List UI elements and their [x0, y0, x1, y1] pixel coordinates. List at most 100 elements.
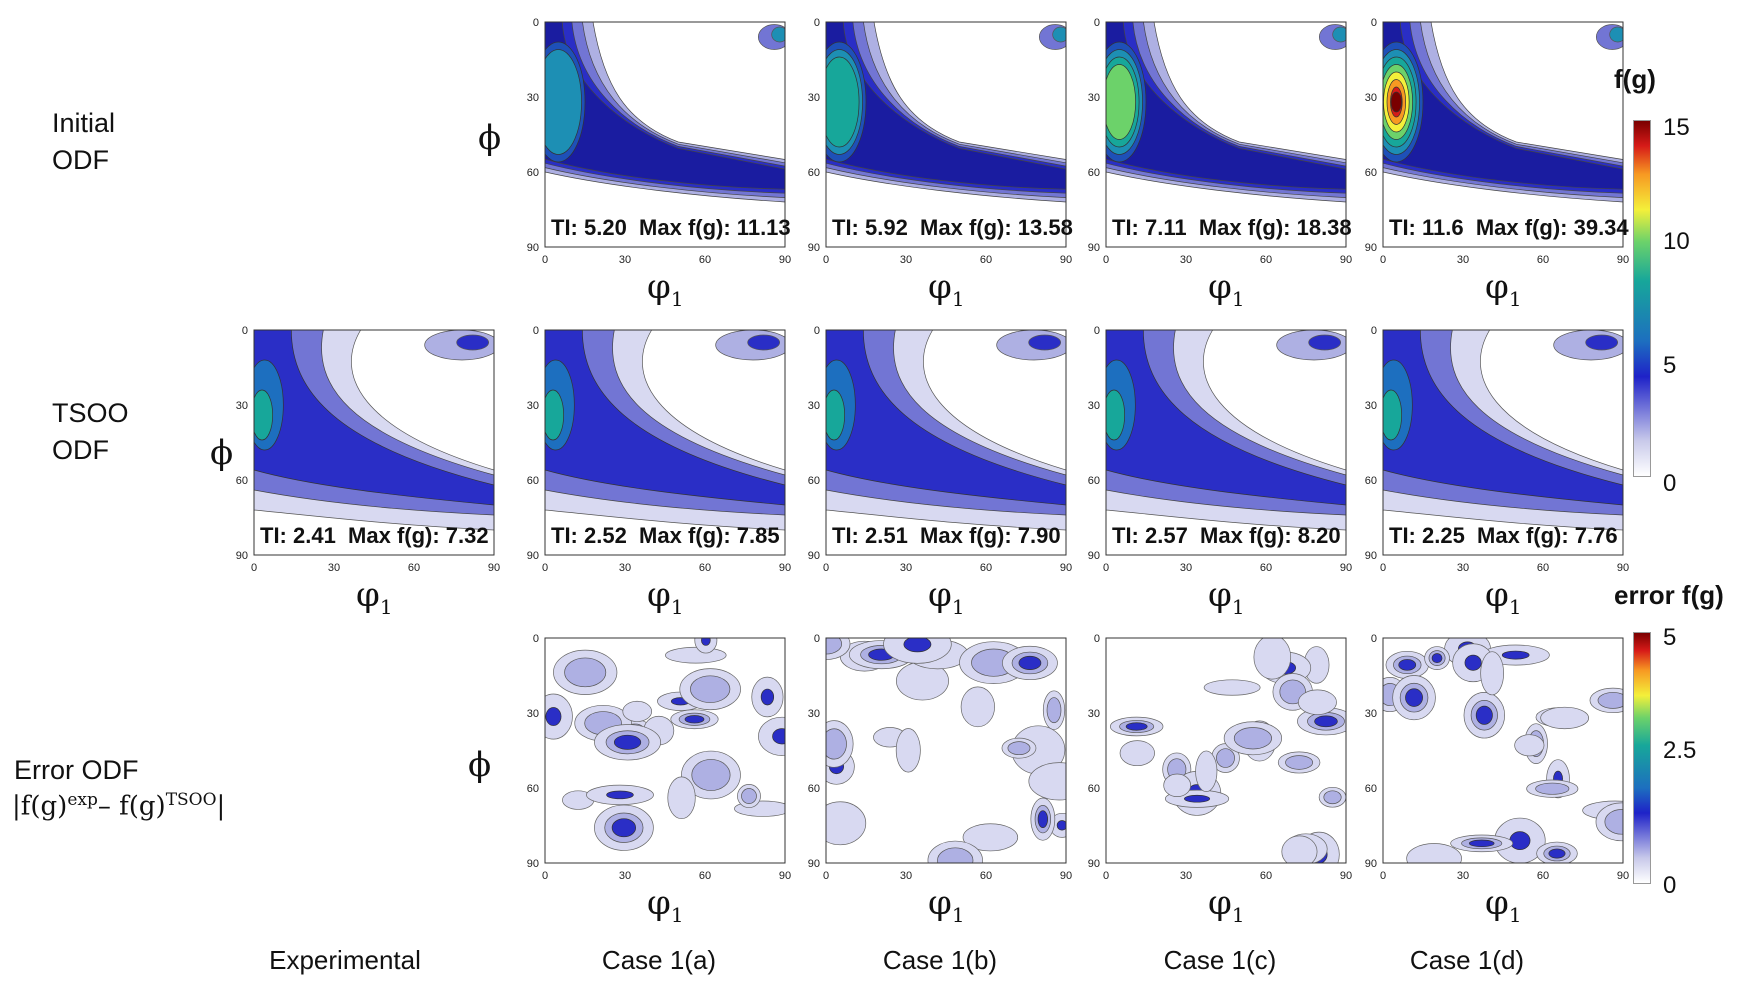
ti-label: TI: 2.51 [832, 523, 908, 548]
y-tick-label: 0 [814, 633, 820, 645]
contour-region [564, 657, 607, 688]
max-fg-label: Max f(g): 11.13 [639, 215, 791, 240]
x-tick-label: 30 [619, 870, 631, 882]
odf-panel: 0 0 30 30 60 60 90 90 TI: 5.92 Max f(g): 13.58 φ1 [808, 17, 1073, 311]
row-label-initial-title: Initial [52, 108, 116, 138]
max-fg-label: Max f(g): 13.58 [920, 215, 1073, 240]
colorbar-fg-title: f(g) [1614, 64, 1656, 94]
contour-region [1007, 741, 1031, 756]
y-tick-label: 90 [1088, 858, 1100, 870]
x-tick-label: 0 [1103, 562, 1109, 574]
y-tick-label: 0 [1094, 633, 1100, 645]
row-label-error: Error ODF [14, 752, 139, 789]
contour-region [1106, 64, 1136, 140]
panel-stats: TI: 2.41 Max f(g): 7.32 [260, 523, 489, 549]
x-tick-label: 30 [619, 254, 631, 266]
x-axis-label: φ1 [647, 883, 684, 927]
y-tick-label: 0 [1094, 17, 1100, 29]
odf-panel: 0 0 30 30 60 60 90 90 φ1 [1365, 633, 1629, 927]
colorbar-fg-tick-5: 5 [1663, 352, 1677, 379]
y-tick-label: 30 [1088, 708, 1100, 720]
contour-region [741, 788, 757, 804]
contour-region [937, 847, 974, 863]
odf-panel: 0 0 30 30 60 60 90 90 TI: 2.51 Max f(g): 7.90 φ1 [808, 325, 1072, 619]
y-tick-label: 60 [1088, 167, 1100, 179]
x-tick-label: 0 [542, 562, 548, 574]
contour-plot: 0 0 30 30 60 60 90 90 [808, 633, 1072, 882]
contour-region [1216, 748, 1235, 768]
contour-region [1285, 755, 1314, 770]
odf-panel: 0 0 30 30 60 60 90 90 TI: 2.57 Max f(g): 8.20 φ1 [1088, 325, 1352, 619]
contour-region [701, 638, 711, 646]
x-tick-label: 90 [1617, 562, 1629, 574]
x-tick-label: 60 [980, 254, 992, 266]
contour-region [1253, 638, 1292, 680]
contour-region [606, 790, 634, 800]
colorbar-fg-tick-15: 15 [1663, 114, 1690, 141]
x-tick-label: 90 [1060, 870, 1072, 882]
y-tick-label: 90 [527, 858, 539, 870]
x-axis-label: φ1 [1208, 267, 1245, 311]
x-tick-label: 60 [980, 562, 992, 574]
y-tick-label: 30 [236, 400, 248, 412]
contour-region [1298, 689, 1337, 715]
ti-label: TI: 2.25 [1389, 523, 1465, 548]
contour-region [1125, 722, 1148, 731]
panel-stats: TI: 5.20 Max f(g): 11.13 [551, 215, 791, 241]
colorbar-fg-tick-0: 0 [1663, 470, 1677, 497]
x-tick-label: 60 [699, 562, 711, 574]
x-tick-label: 30 [900, 870, 912, 882]
contour-region [1279, 679, 1306, 705]
x-tick-label: 0 [823, 254, 829, 266]
odf-panel: 0 0 30 30 60 60 90 90 φ1 [1088, 633, 1352, 927]
y-tick-label: 60 [1365, 783, 1377, 795]
contour-region [826, 801, 867, 846]
x-axis-label: φ1 [1208, 883, 1245, 927]
y-tick-label: 90 [527, 242, 539, 254]
x-tick-label: 30 [1180, 562, 1192, 574]
contour-plot: 0 0 30 30 60 60 90 90 [1365, 325, 1629, 574]
contour-region [691, 759, 731, 791]
y-tick-label: 90 [1088, 242, 1100, 254]
y-tick-label: 90 [1365, 858, 1377, 870]
x-tick-label: 60 [980, 870, 992, 882]
y-tick-label: 60 [236, 475, 248, 487]
x-tick-label: 90 [1340, 562, 1352, 574]
y-tick-label: 60 [1365, 475, 1377, 487]
x-axis-label: φ1 [1208, 575, 1245, 619]
y-tick-label: 30 [1088, 400, 1100, 412]
x-tick-label: 90 [1340, 870, 1352, 882]
colorbar-fg [1633, 120, 1651, 477]
y-tick-label: 60 [527, 475, 539, 487]
contour-region [1119, 740, 1155, 767]
contour-region [1464, 654, 1482, 671]
x-tick-label: 0 [1380, 562, 1386, 574]
contour-region [1597, 692, 1623, 709]
y-tick-label: 30 [527, 708, 539, 720]
odf-panel: 0 0 30 30 60 60 90 90 TI: 2.25 Max f(g): 7.76 φ1 [1365, 325, 1629, 619]
y-tick-label: 0 [533, 325, 539, 337]
y-tick-label: 30 [1365, 400, 1377, 412]
contour-region [758, 716, 785, 756]
contour-plot: 0 0 30 30 60 60 90 90 [527, 633, 791, 882]
row-label-initial: Initial ODF [52, 105, 115, 179]
x-tick-label: 60 [1537, 870, 1549, 882]
x-tick-label: 30 [619, 562, 631, 574]
contour-plot: 0 0 30 30 60 60 90 90 [527, 325, 791, 574]
error-formula: |f(g)exp– f(g)TSOO| [12, 790, 226, 822]
x-tick-label: 30 [1457, 870, 1469, 882]
contour-region [684, 715, 705, 724]
y-tick-label: 0 [1371, 325, 1377, 337]
x-tick-label: 0 [251, 562, 257, 574]
x-axis-label: φ1 [1485, 267, 1522, 311]
contour-region [962, 823, 1019, 852]
y-tick-label: 0 [533, 17, 539, 29]
x-tick-label: 0 [1380, 870, 1386, 882]
contour-plot: 0 0 30 30 60 60 90 90 [1088, 633, 1352, 882]
ti-label: TI: 2.41 [260, 523, 336, 548]
y-tick-label: 60 [808, 475, 820, 487]
contour-region [1548, 848, 1566, 859]
x-axis-label: φ1 [356, 575, 393, 619]
contour-region [1332, 26, 1346, 43]
contour-region [665, 646, 727, 664]
